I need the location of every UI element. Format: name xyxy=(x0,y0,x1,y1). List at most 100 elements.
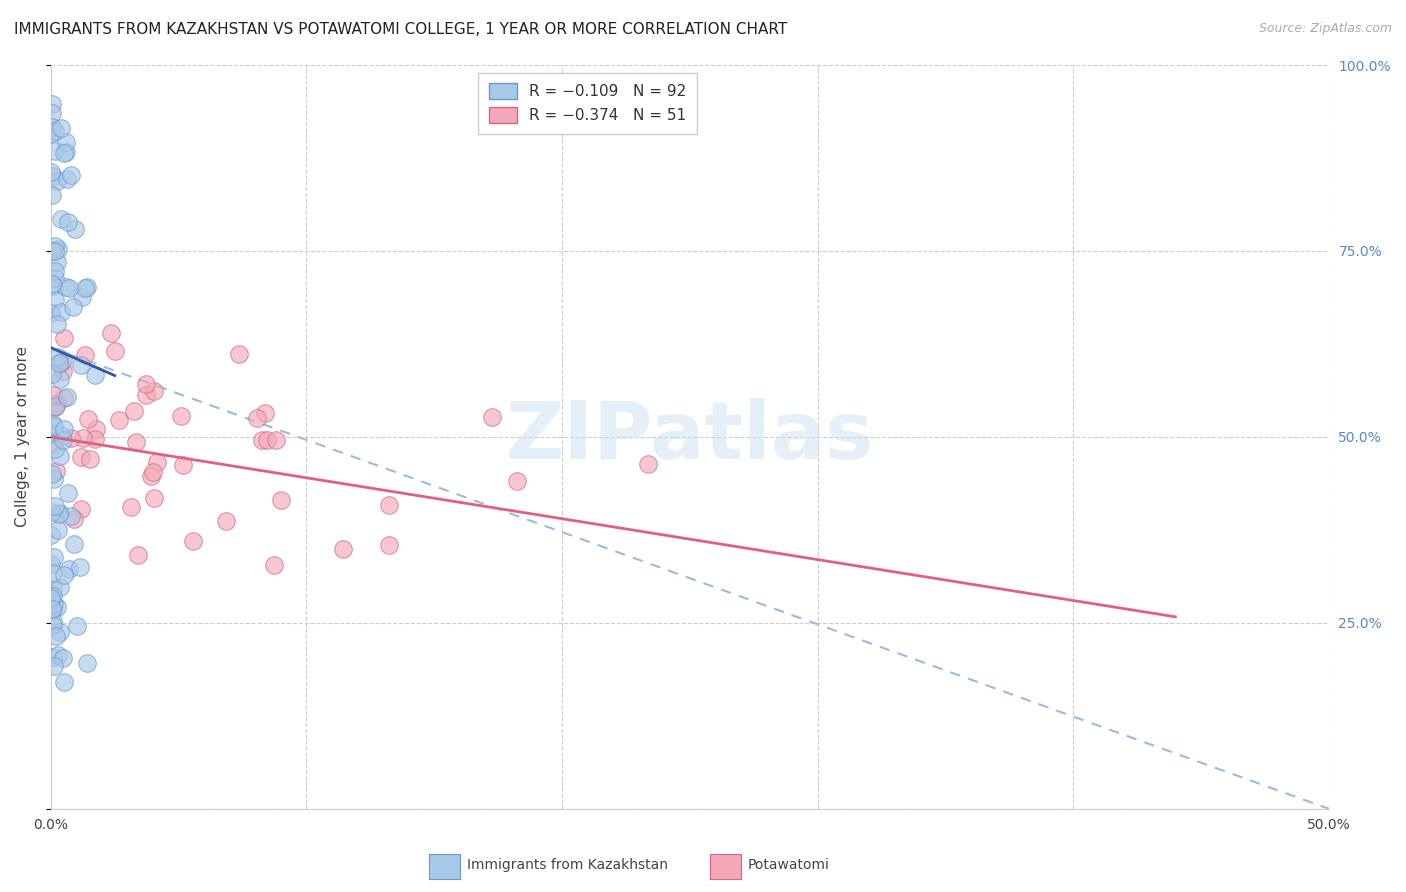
Point xyxy=(41,106,63,120)
Point xyxy=(49,211,72,226)
Point xyxy=(49,371,72,385)
Point xyxy=(637,457,659,471)
Point xyxy=(44,427,66,442)
Point xyxy=(49,624,72,639)
Point xyxy=(53,422,76,436)
Point xyxy=(56,485,79,500)
Point xyxy=(42,278,65,293)
Point xyxy=(45,255,67,269)
Point xyxy=(76,656,98,670)
Point xyxy=(70,358,93,372)
Point xyxy=(135,376,157,391)
Point xyxy=(506,475,529,489)
Point xyxy=(51,121,73,136)
Point xyxy=(42,650,65,665)
Point xyxy=(377,538,399,552)
Point xyxy=(84,422,107,436)
Point xyxy=(79,452,101,467)
Point xyxy=(49,356,72,370)
Point xyxy=(41,602,63,616)
Point xyxy=(52,651,75,665)
Point xyxy=(41,467,63,481)
Point xyxy=(107,413,129,427)
Point xyxy=(41,591,63,606)
Text: Immigrants from Kazakhstan: Immigrants from Kazakhstan xyxy=(467,858,668,872)
Point xyxy=(52,352,75,367)
Point xyxy=(127,548,149,562)
Point xyxy=(70,290,93,304)
Point xyxy=(270,492,292,507)
Point xyxy=(42,590,65,604)
Point xyxy=(55,136,77,150)
Point xyxy=(53,675,76,690)
Point xyxy=(44,264,66,278)
Point xyxy=(44,659,66,673)
Point xyxy=(143,491,166,505)
Point xyxy=(46,523,69,537)
Point xyxy=(48,350,70,364)
Point xyxy=(44,400,66,414)
Point xyxy=(41,425,63,439)
Point xyxy=(56,390,79,404)
Point xyxy=(41,188,63,202)
Point xyxy=(49,580,72,594)
Point xyxy=(44,442,66,456)
Point xyxy=(170,409,193,424)
Y-axis label: College, 1 year or more: College, 1 year or more xyxy=(15,346,30,527)
Point xyxy=(42,169,65,183)
Point xyxy=(46,242,69,256)
Point xyxy=(52,331,75,345)
Point xyxy=(481,410,503,425)
Point xyxy=(215,514,238,528)
Point xyxy=(45,599,67,614)
Point xyxy=(264,434,287,448)
Point xyxy=(142,384,165,399)
Point xyxy=(332,542,354,557)
Point xyxy=(44,500,66,514)
Point xyxy=(42,598,65,612)
Point xyxy=(49,506,72,520)
Point xyxy=(75,348,97,362)
Point xyxy=(65,222,87,236)
Point xyxy=(41,244,63,258)
Point xyxy=(228,346,250,360)
Point xyxy=(69,559,91,574)
Point xyxy=(44,124,66,138)
Point xyxy=(41,164,63,178)
Text: IMMIGRANTS FROM KAZAKHSTAN VS POTAWATOMI COLLEGE, 1 YEAR OR MORE CORRELATION CHA: IMMIGRANTS FROM KAZAKHSTAN VS POTAWATOMI… xyxy=(14,22,787,37)
Point xyxy=(377,498,399,512)
Point xyxy=(60,168,83,182)
Point xyxy=(44,472,66,486)
Point xyxy=(122,404,145,418)
Point xyxy=(48,507,70,521)
Point xyxy=(55,172,77,186)
Point xyxy=(42,388,65,402)
Point xyxy=(56,214,79,228)
Point xyxy=(41,97,63,112)
Text: ZIPatlas: ZIPatlas xyxy=(506,398,875,476)
Point xyxy=(44,244,66,259)
Point xyxy=(51,429,73,443)
Point xyxy=(52,146,75,161)
Point xyxy=(46,317,69,331)
Point xyxy=(70,450,93,464)
Point xyxy=(42,614,65,628)
Point xyxy=(42,437,65,451)
Point xyxy=(42,566,65,581)
Point xyxy=(42,618,65,632)
Point xyxy=(75,281,97,295)
Point xyxy=(45,464,67,478)
Point xyxy=(41,528,63,542)
Point xyxy=(58,281,80,295)
Point xyxy=(45,629,67,643)
Point xyxy=(72,431,94,445)
Point xyxy=(84,368,107,383)
Point xyxy=(104,343,127,358)
Point xyxy=(41,603,63,617)
Point xyxy=(125,434,148,449)
Point xyxy=(146,455,169,469)
Point xyxy=(41,557,63,571)
Point xyxy=(142,465,165,479)
Point xyxy=(66,619,89,633)
Point xyxy=(44,293,66,307)
